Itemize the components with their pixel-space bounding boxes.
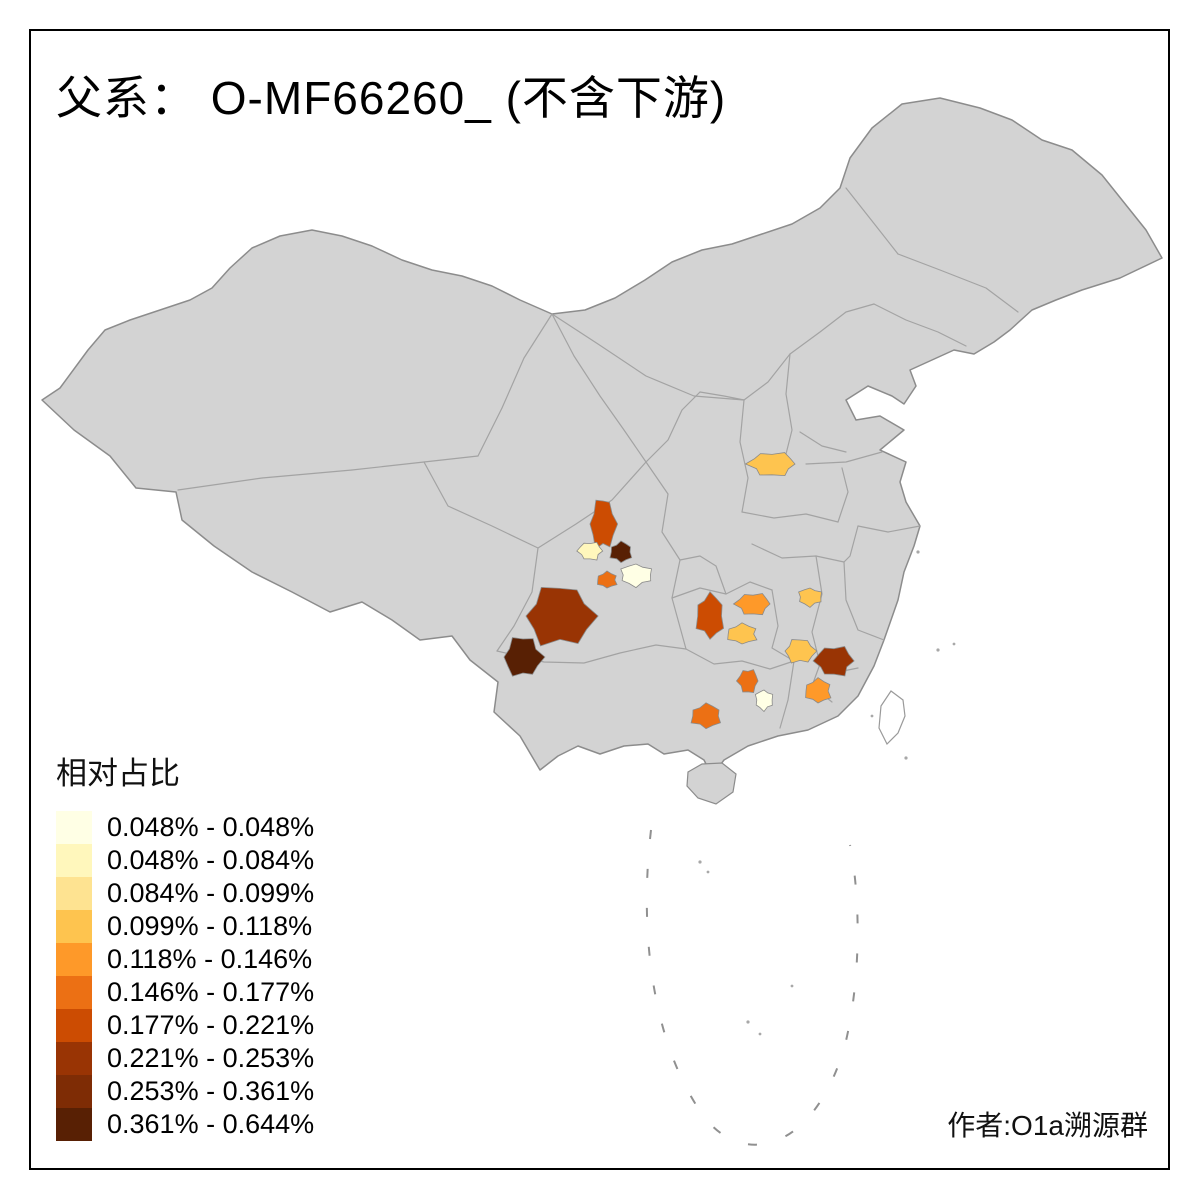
hainan-island	[686, 762, 737, 805]
nine-dash-line	[645, 829, 859, 1146]
legend-label: 0.084% - 0.099%	[107, 878, 315, 908]
legend-label: 0.118% - 0.146%	[107, 944, 313, 974]
small-island-dots	[698, 550, 956, 1036]
legend-swatch	[56, 910, 92, 943]
legend-item: 0.118% - 0.146%	[56, 943, 314, 976]
legend-item: 0.361% - 0.644%	[56, 1108, 314, 1141]
legend-swatch	[56, 1042, 92, 1075]
map-region	[784, 639, 818, 664]
legend-label: 0.048% - 0.084%	[107, 845, 315, 875]
legend-label: 0.221% - 0.253%	[107, 1043, 315, 1073]
author-credit: 作者:O1a溯源群	[947, 1110, 1148, 1141]
taiwan-island	[878, 690, 906, 746]
map-region	[690, 702, 722, 730]
legend-swatch	[56, 877, 92, 910]
china-mainland-outline	[41, 97, 1163, 777]
map-region	[576, 541, 604, 561]
legend-swatch	[56, 844, 92, 877]
map-region	[805, 677, 832, 704]
map-region	[589, 499, 619, 550]
legend-item: 0.177% - 0.221%	[56, 1009, 314, 1042]
map-region	[727, 622, 758, 645]
map-region	[503, 637, 546, 677]
map-region	[798, 587, 823, 608]
legend-item: 0.048% - 0.084%	[56, 844, 314, 877]
legend-label: 0.361% - 0.644%	[107, 1109, 315, 1139]
legend-item: 0.048% - 0.048%	[56, 811, 314, 844]
legend-swatch	[56, 976, 92, 1009]
map-region	[597, 570, 618, 589]
legend-item: 0.253% - 0.361%	[56, 1075, 314, 1108]
map-region	[732, 593, 771, 616]
legend-label: 0.177% - 0.221%	[107, 1010, 315, 1040]
legend-title: 相对占比	[56, 756, 180, 791]
figure-title: 父系： O-MF66260_ (不含下游)	[56, 72, 727, 124]
legend-label: 0.253% - 0.361%	[107, 1076, 315, 1106]
legend-swatch	[56, 943, 92, 976]
map-region	[744, 452, 796, 477]
province-borders	[177, 187, 1019, 729]
legend-item: 0.084% - 0.099%	[56, 877, 314, 910]
map-region	[620, 563, 652, 589]
legend-item: 0.099% - 0.118%	[56, 910, 314, 943]
legend-items: 0.048% - 0.048% 0.048% - 0.084% 0.084% - 0…	[56, 811, 314, 1141]
highlighted-regions-group	[503, 452, 855, 730]
legend-swatch	[56, 1009, 92, 1042]
legend-swatch	[56, 1075, 92, 1108]
map-region	[525, 586, 599, 647]
legend-label: 0.146% - 0.177%	[107, 977, 315, 1007]
legend-item: 0.146% - 0.177%	[56, 976, 314, 1009]
legend-label: 0.048% - 0.048%	[107, 812, 315, 842]
legend-item: 0.221% - 0.253%	[56, 1042, 314, 1075]
map-region	[695, 591, 725, 640]
legend-swatch	[56, 811, 92, 844]
legend-swatch	[56, 1108, 92, 1141]
map-region	[735, 669, 759, 694]
map-region	[754, 689, 774, 713]
map-region	[609, 540, 633, 564]
legend: 相对占比 0.048% - 0.048% 0.048% - 0.084% 0.084…	[56, 748, 314, 1141]
legend-label: 0.099% - 0.118%	[107, 911, 313, 941]
map-region	[812, 646, 855, 677]
